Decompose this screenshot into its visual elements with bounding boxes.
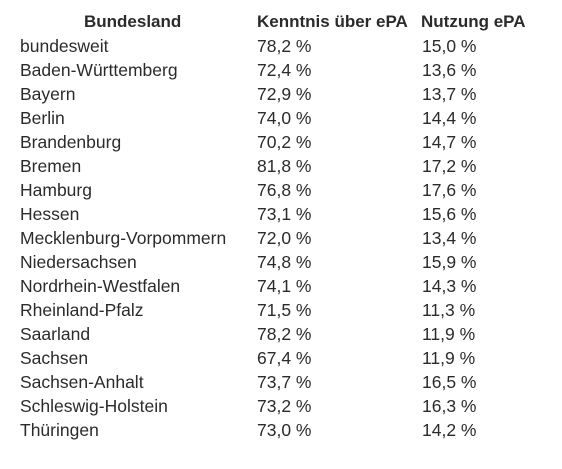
cell-kenntnis: 73,2 % (257, 396, 312, 416)
cell-bundesland: Hessen (20, 204, 80, 224)
cell-kenntnis: 81,8 % (257, 156, 312, 176)
column-header-bundesland: Bundesland (84, 12, 182, 31)
cell-nutzung: 13,7 % (422, 84, 477, 104)
cell-nutzung: 15,9 % (422, 252, 477, 272)
cell-bundesland: Mecklenburg-Vorpommern (20, 228, 227, 248)
cell-kenntnis: 78,2 % (257, 36, 312, 56)
cell-nutzung: 13,4 % (422, 228, 477, 248)
cell-kenntnis: 72,0 % (257, 228, 312, 248)
cell-bundesland: Saarland (20, 324, 91, 344)
cell-bundesland: bundesweit (20, 36, 109, 56)
cell-kenntnis: 70,2 % (257, 132, 312, 152)
cell-bundesland: Brandenburg (20, 132, 122, 152)
cell-nutzung: 14,4 % (422, 108, 477, 128)
cell-kenntnis: 72,4 % (257, 60, 312, 80)
cell-nutzung: 14,7 % (422, 132, 477, 152)
cell-nutzung: 15,6 % (422, 204, 477, 224)
cell-bundesland: Thüringen (20, 420, 99, 440)
cell-bundesland: Baden-Württemberg (20, 60, 178, 80)
column-header-nutzung: Nutzung ePA (421, 12, 526, 31)
cell-nutzung: 16,3 % (422, 396, 477, 416)
cell-bundesland: Berlin (20, 108, 65, 128)
cell-kenntnis: 72,9 % (257, 84, 312, 104)
cell-bundesland: Bremen (20, 156, 82, 176)
cell-kenntnis: 73,1 % (257, 204, 312, 224)
column-header-kenntnis: Kenntnis über ePA (257, 12, 408, 31)
cell-kenntnis: 76,8 % (257, 180, 312, 200)
cell-bundesland: Sachsen (20, 348, 89, 368)
cell-bundesland: Nordrhein-Westfalen (20, 276, 181, 296)
cell-bundesland: Sachsen-Anhalt (20, 372, 144, 392)
cell-kenntnis: 73,7 % (257, 372, 312, 392)
cell-nutzung: 11,9 % (422, 324, 476, 344)
cell-kenntnis: 78,2 % (257, 324, 312, 344)
cell-kenntnis: 73,0 % (257, 420, 312, 440)
cell-nutzung: 17,6 % (422, 180, 477, 200)
cell-nutzung: 14,3 % (422, 276, 477, 296)
cell-bundesland: Hamburg (20, 180, 92, 200)
cell-nutzung: 11,3 % (422, 300, 476, 320)
cell-kenntnis: 67,4 % (257, 348, 312, 368)
cell-nutzung: 16,5 % (422, 372, 477, 392)
cell-nutzung: 11,9 % (422, 348, 476, 368)
cell-kenntnis: 74,8 % (257, 252, 312, 272)
cell-bundesland: Niedersachsen (20, 252, 137, 272)
cell-kenntnis: 74,0 % (257, 108, 312, 128)
cell-bundesland: Rheinland-Pfalz (20, 300, 144, 320)
cell-kenntnis: 71,5 % (257, 300, 312, 320)
cell-bundesland: Schleswig-Holstein (20, 396, 168, 416)
cell-kenntnis: 74,1 % (257, 276, 312, 296)
cell-nutzung: 17,2 % (422, 156, 477, 176)
cell-nutzung: 15,0 % (422, 36, 477, 56)
cell-nutzung: 14,2 % (422, 420, 477, 440)
cell-bundesland: Bayern (20, 84, 76, 104)
cell-nutzung: 13,6 % (422, 60, 477, 80)
